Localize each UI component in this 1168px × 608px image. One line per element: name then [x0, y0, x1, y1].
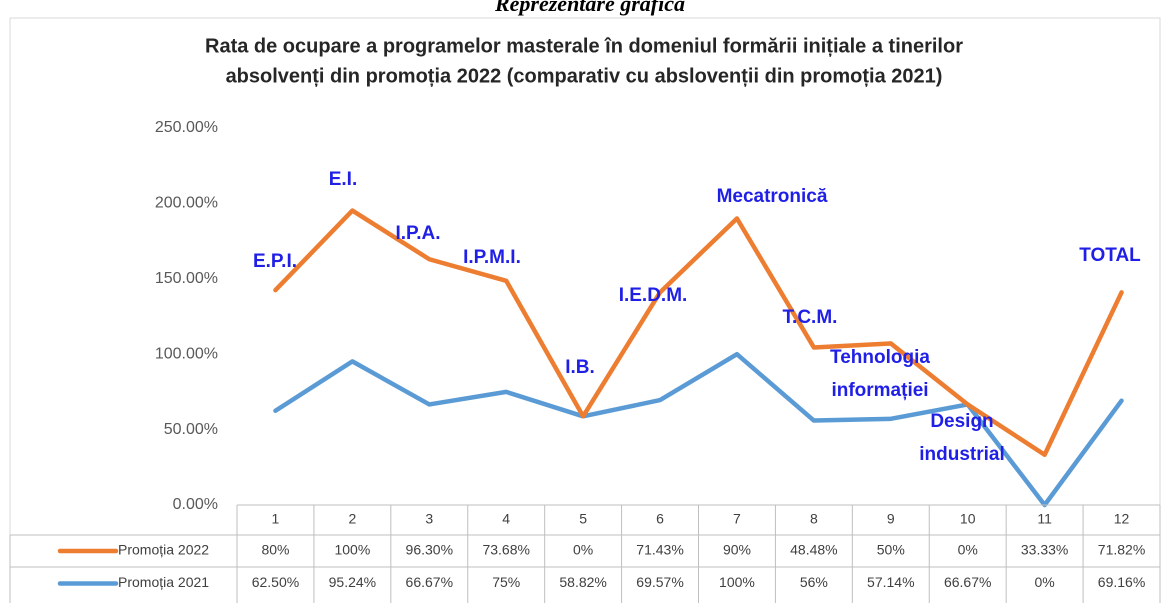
- data-label: 33.33%: [1021, 542, 1068, 558]
- x-tick-label: 9: [887, 511, 895, 527]
- annotation: industrial: [919, 444, 1005, 465]
- data-label: 80%: [261, 542, 289, 558]
- data-label: 57.14%: [867, 574, 914, 590]
- chart-frame: [9, 17, 1161, 608]
- data-label: 0%: [958, 542, 978, 558]
- data-label: 71.43%: [636, 542, 683, 558]
- y-tick-label: 150.00%: [155, 270, 218, 287]
- y-tick-label: 250.00%: [155, 119, 218, 136]
- annotation: T.C.M.: [783, 307, 838, 328]
- annotation: I.P.M.I.: [463, 247, 521, 268]
- caption: Reprezentare grafică: [494, 0, 685, 16]
- data-label: 0%: [1035, 574, 1055, 590]
- data-label: 69.16%: [1098, 574, 1145, 590]
- x-tick-label: 3: [425, 511, 433, 527]
- data-label: 100%: [719, 574, 755, 590]
- data-label: 56%: [800, 574, 828, 590]
- y-tick-label: 100.00%: [155, 345, 218, 362]
- annotation: informației: [831, 380, 928, 401]
- x-tick-label: 11: [1037, 511, 1052, 527]
- x-tick-label: 10: [960, 511, 976, 527]
- data-label: 48.48%: [790, 542, 837, 558]
- series-line: [273, 351, 1124, 508]
- annotation: Mecatronică: [717, 186, 828, 207]
- annotation: I.B.: [565, 357, 595, 378]
- annotation: E.P.I.: [253, 251, 297, 272]
- data-label: 95.24%: [329, 574, 376, 590]
- data-label: 71.82%: [1098, 542, 1145, 558]
- chart-title: absolvenți din promoția 2022 (comparativ…: [226, 65, 943, 87]
- x-tick-label: 6: [656, 511, 664, 527]
- data-label: 62.50%: [252, 574, 299, 590]
- data-label: 66.67%: [944, 574, 991, 590]
- chart-title: Rata de ocupare a programelor masterale …: [205, 35, 963, 57]
- x-tick-label: 2: [348, 511, 356, 527]
- data-label: 50%: [877, 542, 905, 558]
- x-tick-label: 12: [1114, 511, 1130, 527]
- annotation: TOTAL: [1079, 245, 1141, 266]
- annotation: I.E.D.M.: [619, 285, 688, 306]
- legend-label: Promoția 2021: [118, 574, 209, 590]
- data-label: 73.68%: [482, 542, 529, 558]
- y-tick-label: 200.00%: [155, 195, 218, 212]
- annotation: I.P.A.: [395, 223, 440, 244]
- x-tick-label: 7: [733, 511, 741, 527]
- data-label: 0%: [573, 542, 593, 558]
- x-tick-label: 8: [810, 511, 818, 527]
- data-label: 58.82%: [559, 574, 606, 590]
- y-tick-label: 50.00%: [164, 421, 218, 438]
- x-tick-label: 4: [502, 511, 510, 527]
- x-tick-label: 1: [272, 511, 280, 527]
- data-label: 90%: [723, 542, 751, 558]
- series-line: [273, 208, 1124, 457]
- annotation: E.I.: [329, 169, 358, 190]
- data-label: 69.57%: [636, 574, 683, 590]
- data-label: 66.67%: [406, 574, 453, 590]
- x-tick-label: 5: [579, 511, 587, 527]
- data-label: 75%: [492, 574, 520, 590]
- y-tick-label: 0.00%: [173, 496, 218, 513]
- legend-label: Promoția 2022: [118, 542, 209, 558]
- data-label: 96.30%: [406, 542, 453, 558]
- annotation: Design: [930, 411, 993, 432]
- data-label: 100%: [334, 542, 370, 558]
- annotation: Tehnologia: [830, 347, 930, 368]
